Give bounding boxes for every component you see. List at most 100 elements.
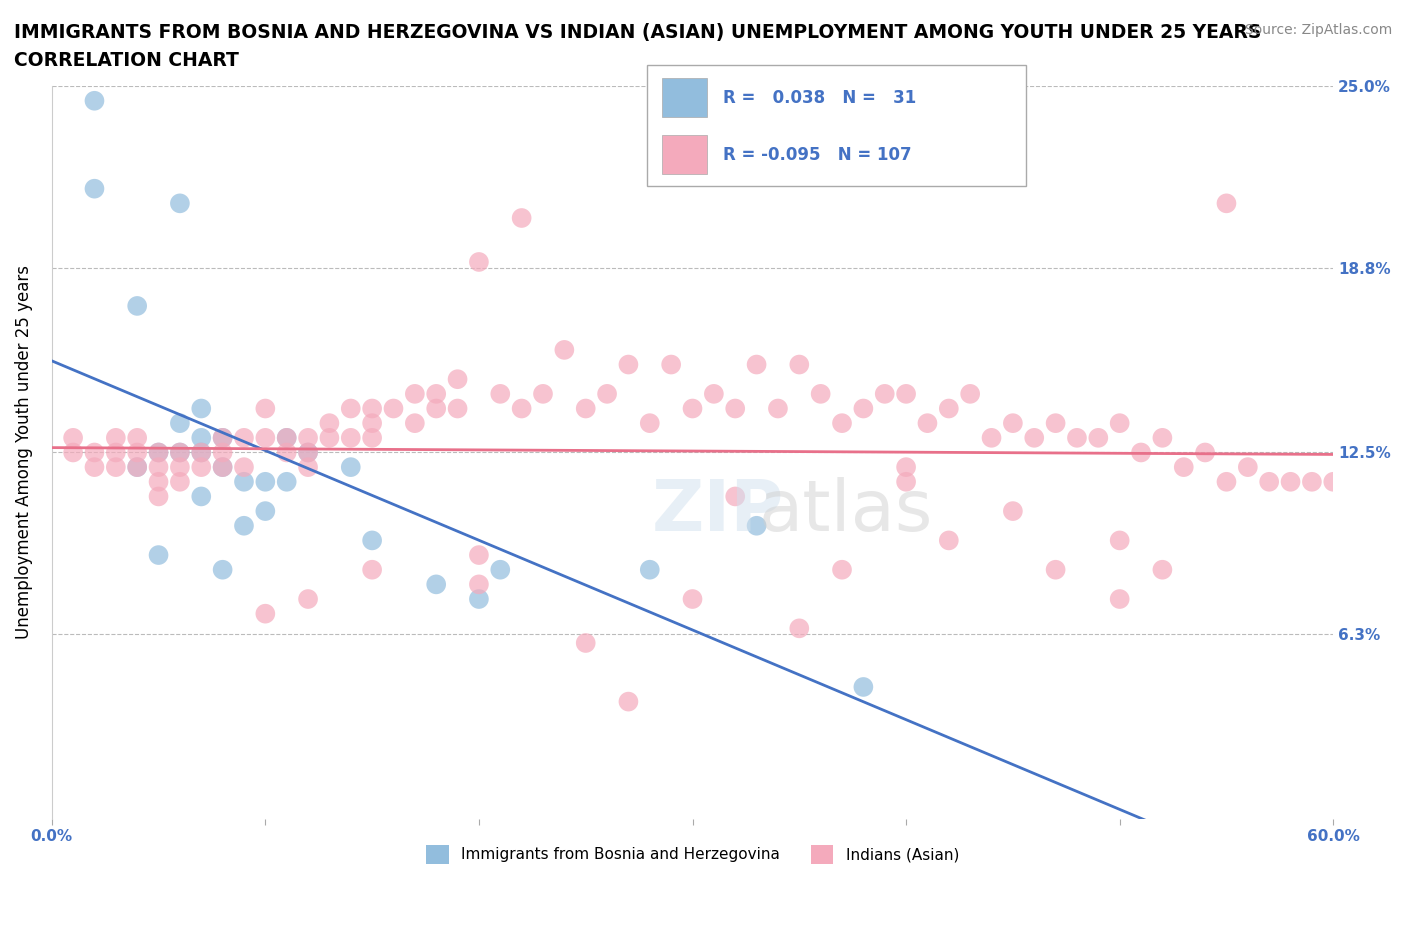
- Point: [148, 445, 170, 460]
- Point: [682, 401, 704, 416]
- Point: [254, 431, 277, 445]
- Point: [894, 474, 917, 489]
- Point: [659, 357, 682, 372]
- Point: [169, 459, 191, 474]
- Bar: [662, 78, 707, 117]
- Point: [190, 445, 212, 460]
- Point: [276, 445, 298, 460]
- Point: [1087, 431, 1109, 445]
- Point: [211, 459, 233, 474]
- Point: [127, 445, 149, 460]
- Point: [276, 431, 298, 445]
- Point: [745, 357, 768, 372]
- Point: [297, 445, 319, 460]
- Point: [1194, 445, 1216, 460]
- Point: [446, 401, 468, 416]
- Point: [361, 533, 384, 548]
- Point: [596, 387, 619, 402]
- Point: [468, 577, 491, 591]
- Point: [1258, 474, 1281, 489]
- Point: [894, 459, 917, 474]
- Point: [1108, 533, 1130, 548]
- Point: [1322, 474, 1344, 489]
- Point: [190, 489, 212, 504]
- Text: R =   0.038   N =   31: R = 0.038 N = 31: [723, 88, 915, 107]
- Point: [852, 680, 875, 695]
- Point: [233, 459, 256, 474]
- Point: [425, 577, 447, 591]
- Text: ZIP: ZIP: [652, 476, 785, 546]
- Point: [190, 431, 212, 445]
- Point: [83, 181, 105, 196]
- Point: [682, 591, 704, 606]
- Point: [361, 431, 384, 445]
- FancyBboxPatch shape: [647, 65, 1026, 186]
- Point: [1108, 416, 1130, 431]
- Text: atlas: atlas: [759, 476, 934, 546]
- Point: [831, 563, 853, 578]
- Point: [1001, 504, 1024, 519]
- Point: [468, 591, 491, 606]
- Point: [104, 445, 127, 460]
- Point: [211, 445, 233, 460]
- Point: [510, 401, 533, 416]
- Point: [1152, 431, 1174, 445]
- Point: [1152, 563, 1174, 578]
- Point: [339, 401, 361, 416]
- Point: [233, 431, 256, 445]
- Point: [127, 459, 149, 474]
- Point: [1066, 431, 1088, 445]
- Point: [831, 416, 853, 431]
- Point: [938, 533, 960, 548]
- Point: [297, 431, 319, 445]
- Point: [190, 459, 212, 474]
- Text: IMMIGRANTS FROM BOSNIA AND HERZEGOVINA VS INDIAN (ASIAN) UNEMPLOYMENT AMONG YOUT: IMMIGRANTS FROM BOSNIA AND HERZEGOVINA V…: [14, 23, 1261, 42]
- Point: [361, 401, 384, 416]
- Point: [468, 255, 491, 270]
- Point: [1215, 474, 1237, 489]
- Point: [169, 445, 191, 460]
- Point: [787, 621, 810, 636]
- Point: [83, 459, 105, 474]
- Point: [489, 563, 512, 578]
- Point: [724, 489, 747, 504]
- Point: [190, 445, 212, 460]
- Point: [339, 431, 361, 445]
- Point: [1045, 563, 1067, 578]
- Point: [1001, 416, 1024, 431]
- Point: [83, 93, 105, 108]
- Point: [148, 459, 170, 474]
- Point: [959, 387, 981, 402]
- Point: [211, 431, 233, 445]
- Point: [894, 387, 917, 402]
- Point: [703, 387, 725, 402]
- Point: [1215, 196, 1237, 211]
- Point: [553, 342, 575, 357]
- Point: [531, 387, 554, 402]
- Point: [318, 416, 340, 431]
- Point: [852, 401, 875, 416]
- Point: [510, 210, 533, 225]
- Point: [617, 694, 640, 709]
- Legend: Immigrants from Bosnia and Herzegovina, Indians (Asian): Immigrants from Bosnia and Herzegovina, …: [420, 839, 965, 870]
- Point: [254, 401, 277, 416]
- Point: [297, 445, 319, 460]
- Point: [1279, 474, 1302, 489]
- Point: [1237, 459, 1260, 474]
- Point: [127, 459, 149, 474]
- Point: [254, 504, 277, 519]
- Point: [1024, 431, 1046, 445]
- Point: [404, 416, 426, 431]
- Point: [1130, 445, 1153, 460]
- Point: [254, 606, 277, 621]
- Point: [873, 387, 896, 402]
- Point: [127, 431, 149, 445]
- Point: [938, 401, 960, 416]
- Text: CORRELATION CHART: CORRELATION CHART: [14, 51, 239, 70]
- Point: [787, 357, 810, 372]
- Point: [62, 445, 84, 460]
- Point: [446, 372, 468, 387]
- Point: [361, 563, 384, 578]
- Point: [233, 518, 256, 533]
- Point: [575, 635, 598, 650]
